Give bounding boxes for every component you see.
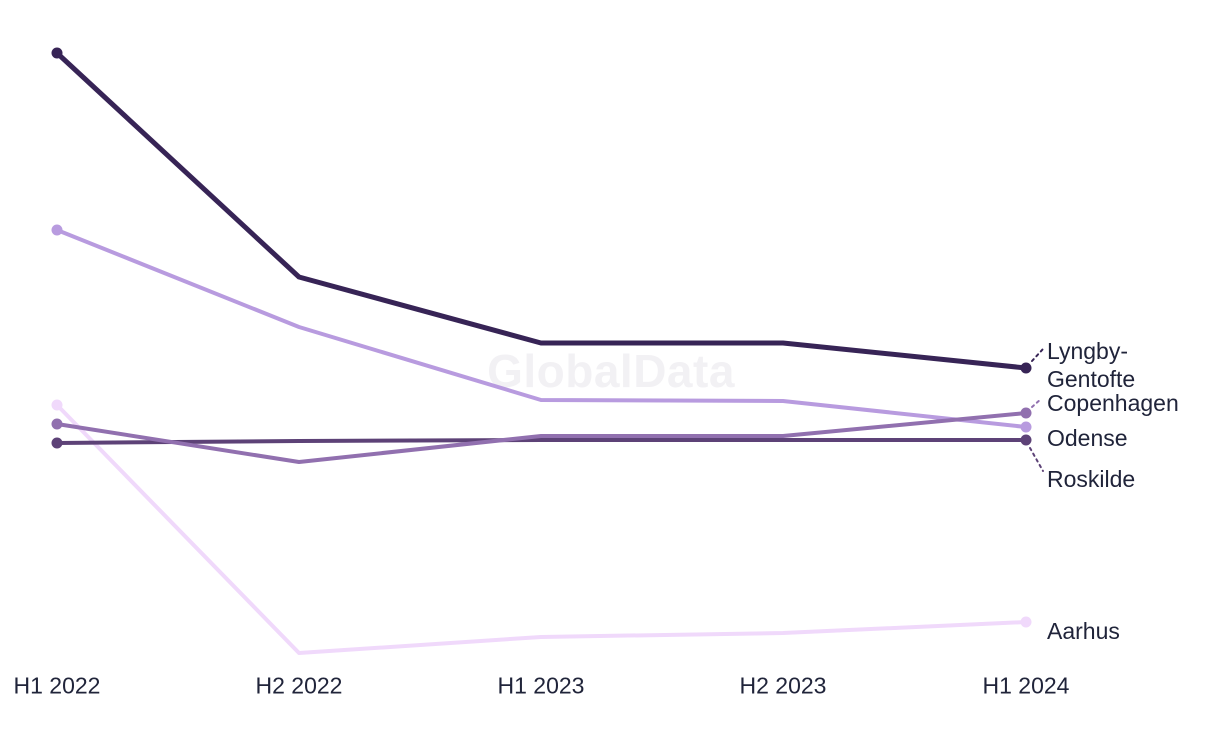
series-line-lyngby-gentofte (54, 50, 1029, 371)
globaldata-watermark: GlobalData (487, 345, 735, 397)
marker-odense-start (51, 224, 63, 236)
marker-odense-end (1020, 421, 1032, 433)
series-label-lyngby-gentofte: Lyngby- Gentofte (1047, 338, 1136, 392)
leader-line-lyngby-gentofte (1031, 348, 1044, 362)
marker-lyngby-gentofte-start (51, 47, 63, 59)
x-tick-h1-2024: H1 2024 (982, 672, 1070, 699)
marker-lyngby-gentofte-end (1020, 362, 1032, 374)
marker-copenhagen-end (1020, 407, 1032, 419)
x-tick-h1-2022: H1 2022 (13, 672, 101, 699)
marker-roskilde-start (51, 437, 63, 449)
series-line-odense (55, 228, 1028, 429)
x-tick-h2-2022: H2 2022 (255, 672, 343, 699)
marker-roskilde-end (1020, 434, 1032, 446)
series-line-aarhus (55, 403, 1028, 655)
x-tick-h1-2023: H1 2023 (497, 672, 585, 699)
marker-aarhus-start (51, 399, 63, 411)
x-tick-h2-2023: H2 2023 (739, 672, 827, 699)
marker-copenhagen-start (51, 418, 63, 430)
series-line-copenhagen (55, 411, 1028, 464)
series-label-copenhagen: Copenhagen (1047, 390, 1179, 416)
leader-line-copenhagen (1031, 398, 1042, 408)
leader-line-roskilde (1029, 447, 1044, 472)
series-line-roskilde (55, 438, 1028, 445)
marker-aarhus-end (1020, 616, 1032, 628)
series-label-aarhus: Aarhus (1047, 618, 1120, 644)
series-label-roskilde: Roskilde (1047, 466, 1136, 492)
series-label-odense: Odense (1047, 425, 1128, 451)
